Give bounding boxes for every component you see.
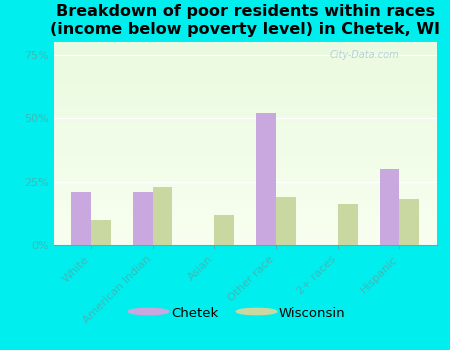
Circle shape — [128, 308, 169, 315]
Bar — [153, 187, 172, 245]
Bar — [91, 220, 111, 245]
Bar — [71, 192, 91, 245]
Bar — [400, 199, 419, 245]
Bar — [133, 192, 153, 245]
Circle shape — [236, 308, 277, 315]
Bar — [338, 204, 358, 245]
Title: Breakdown of poor residents within races
(income below poverty level) in Chetek,: Breakdown of poor residents within races… — [50, 4, 440, 37]
Bar — [256, 113, 276, 245]
Text: City-Data.com: City-Data.com — [329, 50, 399, 60]
Bar — [214, 215, 234, 245]
Bar — [380, 169, 400, 245]
Bar — [276, 197, 296, 245]
Text: Chetek: Chetek — [171, 307, 218, 320]
Text: Wisconsin: Wisconsin — [279, 307, 346, 320]
